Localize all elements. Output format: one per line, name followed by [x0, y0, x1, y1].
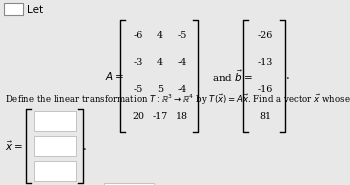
Text: .: . [83, 140, 87, 153]
Text: -4: -4 [177, 85, 187, 94]
FancyBboxPatch shape [104, 183, 154, 185]
Text: Let: Let [27, 5, 43, 15]
Text: -13: -13 [257, 58, 273, 67]
FancyBboxPatch shape [34, 161, 76, 181]
Text: -4: -4 [177, 58, 187, 67]
Text: -5: -5 [177, 31, 187, 40]
Text: and $\vec{b}=$: and $\vec{b}=$ [212, 68, 253, 84]
Text: 81: 81 [259, 112, 271, 121]
Text: 4: 4 [157, 58, 163, 67]
Text: $A=$: $A=$ [105, 70, 124, 82]
Text: 4: 4 [157, 31, 163, 40]
Text: -5: -5 [133, 85, 143, 94]
Text: -3: -3 [133, 58, 143, 67]
Text: -6: -6 [133, 31, 143, 40]
Text: -17: -17 [152, 112, 168, 121]
FancyBboxPatch shape [34, 136, 76, 156]
Text: Is the vector $\vec{x}$ unique?: Is the vector $\vec{x}$ unique? [5, 184, 107, 185]
Text: -16: -16 [257, 85, 273, 94]
Text: .: . [286, 69, 290, 82]
FancyBboxPatch shape [4, 3, 23, 15]
Text: 5: 5 [157, 85, 163, 94]
FancyBboxPatch shape [34, 111, 76, 131]
Text: 18: 18 [176, 112, 188, 121]
Text: 20: 20 [132, 112, 144, 121]
Text: Define the linear transformation $T:\mathbb{R}^3\to\mathbb{R}^4$ by $T(\vec{x})=: Define the linear transformation $T:\mat… [5, 91, 350, 107]
Text: -26: -26 [257, 31, 273, 40]
Text: $\vec{x}=$: $\vec{x}=$ [5, 139, 23, 153]
